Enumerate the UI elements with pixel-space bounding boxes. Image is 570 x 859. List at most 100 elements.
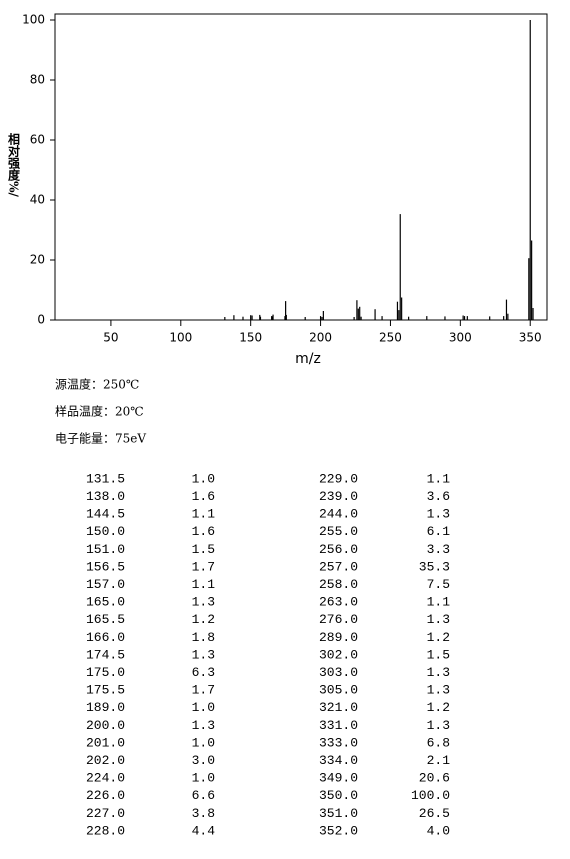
table-cell: 131.5 (86, 471, 125, 486)
table-cell: 138.0 (86, 489, 125, 504)
table-cell: 258.0 (319, 577, 358, 592)
table-cell: 1.7 (192, 559, 215, 574)
x-tick-label: 350 (519, 331, 542, 345)
table-cell: 305.0 (319, 683, 358, 698)
table-cell: 256.0 (319, 542, 358, 557)
x-tick-label: 200 (309, 331, 332, 345)
table-cell: 1.3 (192, 647, 215, 662)
plot-frame (54, 13, 548, 321)
table-cell: 229.0 (319, 471, 358, 486)
table-cell: 1.2 (427, 630, 450, 645)
table-cell: 1.3 (427, 683, 450, 698)
table-cell: 1.3 (427, 665, 450, 680)
x-axis-label: m/z (295, 351, 321, 367)
table-cell: 1.5 (427, 647, 450, 662)
table-cell: 1.1 (427, 595, 451, 610)
x-tick-label: 50 (103, 331, 118, 345)
info-line: 源温度：250℃ (55, 377, 139, 392)
table-cell: 1.3 (192, 718, 215, 733)
table-cell: 350.0 (319, 788, 358, 803)
table-cell: 1.5 (192, 542, 215, 557)
table-cell: 276.0 (319, 612, 358, 627)
table-cell: 175.0 (86, 665, 125, 680)
table-cell: 255.0 (319, 524, 358, 539)
table-cell: 1.0 (192, 735, 215, 750)
table-cell: 352.0 (319, 823, 358, 838)
table-cell: 1.3 (192, 595, 215, 610)
table-cell: 151.0 (86, 542, 125, 557)
table-cell: 351.0 (319, 806, 358, 821)
table-cell: 1.8 (192, 630, 215, 645)
y-tick-label: 40 (30, 193, 45, 207)
table-cell: 1.0 (192, 471, 215, 486)
table-cell: 1.7 (192, 683, 215, 698)
y-tick-label: 60 (30, 133, 45, 147)
table-cell: 263.0 (319, 595, 358, 610)
y-axis-label: 相对强度%/ (7, 132, 21, 198)
table-cell: 35.3 (419, 559, 450, 574)
table-cell: 1.3 (427, 507, 450, 522)
table-cell: 20.6 (419, 771, 450, 786)
x-tick-label: 300 (449, 331, 472, 345)
table-cell: 349.0 (319, 771, 358, 786)
table-cell: 4.4 (192, 823, 216, 838)
table-cell: 165.0 (86, 595, 125, 610)
table-cell: 202.0 (86, 753, 125, 768)
y-tick-label: 80 (30, 73, 45, 87)
table-cell: 333.0 (319, 735, 358, 750)
table-cell: 6.3 (192, 665, 215, 680)
x-tick-label: 250 (379, 331, 402, 345)
y-tick-label: 0 (37, 313, 45, 327)
table-cell: 302.0 (319, 647, 358, 662)
table-cell: 1.3 (427, 612, 450, 627)
y-tick-label: 100 (22, 13, 45, 27)
table-cell: 244.0 (319, 507, 358, 522)
table-cell: 144.5 (86, 507, 125, 522)
table-cell: 6.1 (427, 524, 451, 539)
table-cell: 156.5 (86, 559, 125, 574)
table-cell: 6.6 (192, 788, 215, 803)
table-cell: 174.5 (86, 647, 125, 662)
table-cell: 1.3 (427, 718, 450, 733)
table-cell: 334.0 (319, 753, 358, 768)
table-cell: 165.5 (86, 612, 125, 627)
table-cell: 200.0 (86, 718, 125, 733)
table-cell: 189.0 (86, 700, 125, 715)
x-tick-label: 100 (169, 331, 192, 345)
table-cell: 4.0 (427, 823, 450, 838)
table-cell: 1.1 (192, 577, 216, 592)
table-cell: 166.0 (86, 630, 125, 645)
table-cell: 303.0 (319, 665, 358, 680)
table-cell: 1.6 (192, 524, 215, 539)
table-cell: 1.1 (427, 471, 451, 486)
table-cell: 289.0 (319, 630, 358, 645)
table-cell: 201.0 (86, 735, 125, 750)
table-cell: 1.1 (192, 507, 216, 522)
table-cell: 1.0 (192, 771, 215, 786)
table-cell: 26.5 (419, 806, 450, 821)
table-cell: 1.6 (192, 489, 215, 504)
x-tick-label: 150 (239, 331, 262, 345)
table-cell: 331.0 (319, 718, 358, 733)
table-cell: 239.0 (319, 489, 358, 504)
table-cell: 3.6 (427, 489, 450, 504)
table-cell: 150.0 (86, 524, 125, 539)
table-cell: 6.8 (427, 735, 450, 750)
info-line: 样品温度：20℃ (55, 404, 144, 419)
info-line: 电子能量：75eV (55, 432, 146, 446)
table-cell: 1.2 (192, 612, 215, 627)
table-cell: 175.5 (86, 683, 125, 698)
table-cell: 157.0 (86, 577, 125, 592)
table-cell: 1.2 (427, 700, 450, 715)
table-cell: 257.0 (319, 559, 358, 574)
table-cell: 1.0 (192, 700, 215, 715)
table-cell: 227.0 (86, 806, 125, 821)
table-cell: 3.8 (192, 806, 215, 821)
table-cell: 321.0 (319, 700, 358, 715)
table-cell: 100.0 (411, 788, 450, 803)
table-cell: 224.0 (86, 771, 125, 786)
table-cell: 3.0 (192, 753, 215, 768)
table-cell: 226.0 (86, 788, 125, 803)
table-cell: 228.0 (86, 823, 125, 838)
y-tick-label: 20 (30, 253, 45, 267)
